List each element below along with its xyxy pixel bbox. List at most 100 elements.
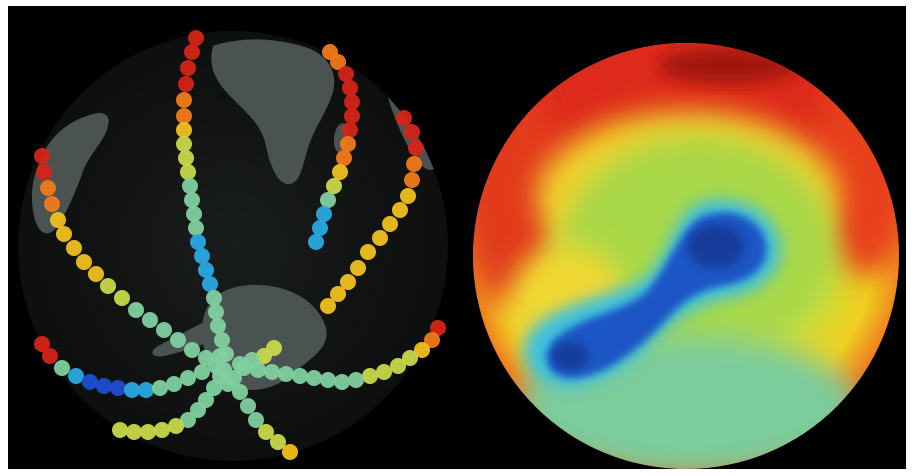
track-dot xyxy=(184,44,200,60)
track-dot xyxy=(138,382,154,398)
track-dot xyxy=(126,424,142,440)
track-dot xyxy=(396,110,412,126)
track-dot xyxy=(316,206,332,222)
track-dot xyxy=(36,164,52,180)
track-dot xyxy=(142,312,158,328)
track-dot xyxy=(76,254,92,270)
track-dot xyxy=(88,266,104,282)
track-dot xyxy=(376,364,392,380)
track-dot xyxy=(176,122,192,138)
ozone-globe xyxy=(438,6,906,469)
track-dot xyxy=(202,276,218,292)
track-dot xyxy=(362,368,378,384)
track-dot xyxy=(404,124,420,140)
track-dot xyxy=(350,260,366,276)
track-dot xyxy=(96,378,112,394)
track-dot xyxy=(332,164,348,180)
track-dot xyxy=(110,380,126,396)
track-dot xyxy=(220,376,236,392)
track-dot xyxy=(100,278,116,294)
track-dot xyxy=(406,156,422,172)
track-dot xyxy=(320,298,336,314)
track-dot xyxy=(176,136,192,152)
track-dot xyxy=(312,220,328,236)
track-dot xyxy=(40,180,56,196)
track-dot xyxy=(42,348,58,364)
ozone-hole-deep-upper xyxy=(688,224,744,268)
track-dot xyxy=(210,318,226,334)
track-dot xyxy=(180,164,196,180)
track-dot xyxy=(340,136,356,152)
track-dot xyxy=(232,356,248,372)
track-dot xyxy=(392,202,408,218)
track-dot xyxy=(338,66,354,82)
composite-figure xyxy=(8,6,906,469)
track-dot xyxy=(176,108,192,124)
flight-track-globe xyxy=(18,30,448,461)
track-dot xyxy=(326,178,342,194)
track-dot xyxy=(400,188,416,204)
track-dot xyxy=(156,322,172,338)
track-dot xyxy=(194,364,210,380)
track-dot xyxy=(240,398,256,414)
track-dot xyxy=(382,216,398,232)
ozone-hole-deep-lower xyxy=(552,342,588,370)
track-dot xyxy=(112,422,128,438)
track-dot xyxy=(140,424,156,440)
track-dot xyxy=(320,192,336,208)
track-dot xyxy=(56,226,72,242)
track-dot xyxy=(168,418,184,434)
track-dot xyxy=(408,140,424,156)
track-dot xyxy=(180,60,196,76)
track-dot xyxy=(34,148,50,164)
track-dot xyxy=(292,368,308,384)
track-dot xyxy=(50,212,66,228)
ozone-peak-streak xyxy=(658,48,798,84)
track-dot xyxy=(184,192,200,208)
track-dot xyxy=(198,262,214,278)
track-dot xyxy=(66,240,82,256)
track-dot xyxy=(188,30,204,46)
track-dot xyxy=(342,80,358,96)
track-dot xyxy=(214,332,230,348)
track-dot xyxy=(44,196,60,212)
track-dot xyxy=(180,370,196,386)
track-dot xyxy=(186,206,202,222)
track-dot xyxy=(54,360,70,376)
track-dot xyxy=(360,244,376,260)
track-dot xyxy=(170,332,186,348)
track-dot xyxy=(128,302,144,318)
track-dot xyxy=(306,370,322,386)
track-dot xyxy=(194,248,210,264)
track-dot xyxy=(182,178,198,194)
track-dot xyxy=(188,220,204,236)
track-dot xyxy=(154,422,170,438)
track-dot xyxy=(334,374,350,390)
track-dot xyxy=(124,382,140,398)
track-dot xyxy=(152,380,168,396)
track-dot xyxy=(344,108,360,124)
track-dot xyxy=(336,150,352,166)
track-dot xyxy=(206,290,222,306)
track-dot xyxy=(212,348,228,364)
track-dot xyxy=(82,374,98,390)
track-dot xyxy=(344,94,360,110)
track-dot xyxy=(184,342,200,358)
track-dot xyxy=(216,362,232,378)
track-dot xyxy=(390,358,406,374)
figure-panel xyxy=(8,6,906,469)
track-dot xyxy=(264,364,280,380)
track-dot xyxy=(348,372,364,388)
track-dot xyxy=(178,150,194,166)
track-dot xyxy=(178,76,194,92)
track-dot xyxy=(308,234,324,250)
track-dot xyxy=(282,444,298,460)
track-dot xyxy=(278,366,294,382)
track-dot xyxy=(320,372,336,388)
track-dot xyxy=(114,290,130,306)
track-dot xyxy=(342,122,358,138)
track-dot xyxy=(68,368,84,384)
track-dot xyxy=(372,230,388,246)
track-dot xyxy=(404,172,420,188)
